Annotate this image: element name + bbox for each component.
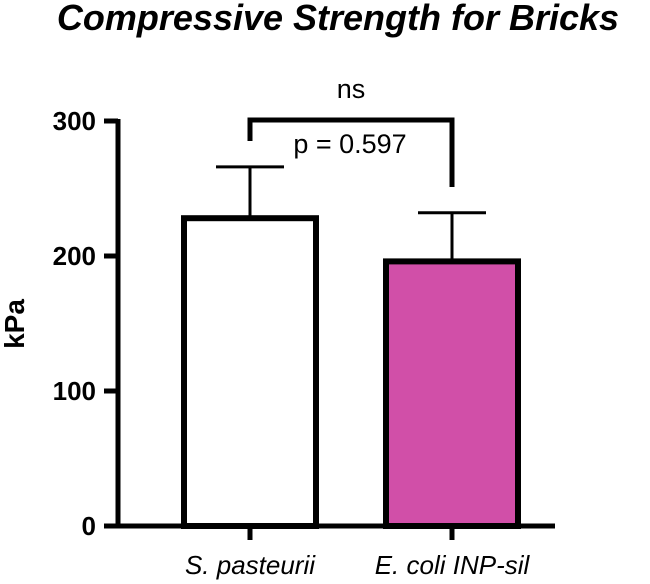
bars <box>181 165 521 529</box>
y-tick-label-0: 0 <box>82 511 96 541</box>
y-tick-label-2: 200 <box>53 241 96 271</box>
x-tick-label-0: S. pasteurii <box>185 550 316 580</box>
x-axis: S. pasteurii E. coli INP-sil <box>116 523 555 580</box>
significance-label: ns <box>337 74 366 104</box>
p-value-label: p = 0.597 <box>293 129 406 159</box>
x-tick-label-1: E. coli INP-sil <box>375 550 531 580</box>
significance-bracket <box>247 117 455 187</box>
y-tick-label-3: 300 <box>53 106 96 136</box>
significance-annotation: ns p = 0.597 <box>247 74 455 187</box>
y-axis-label: kPa <box>0 299 30 349</box>
y-tick-label-1: 100 <box>53 376 96 406</box>
y-axis: 0 100 200 300 <box>53 106 121 541</box>
bar-0 <box>181 215 319 529</box>
chart-title: Compressive Strength for Bricks <box>57 0 619 38</box>
bar-1 <box>383 258 521 529</box>
